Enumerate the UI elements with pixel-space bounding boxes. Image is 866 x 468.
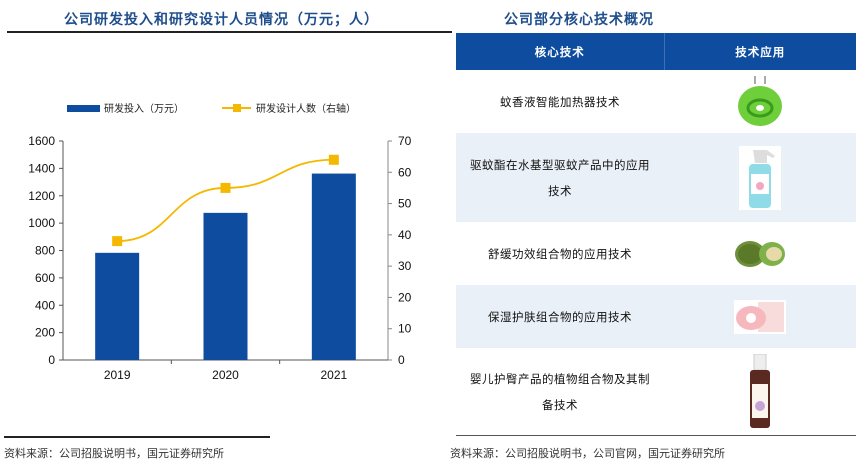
table-row: 保湿护肤组合物的应用技术	[456, 285, 856, 348]
bar-2020	[203, 212, 248, 360]
table-row: 蚊香液智能加热器技术	[456, 70, 856, 133]
header-core-tech: 核心技术	[456, 33, 665, 70]
balm-tin-image	[735, 240, 785, 267]
y-tick-label: 200	[35, 326, 55, 340]
y2-tick-label: 40	[398, 228, 412, 242]
y-tick-label: 0	[48, 353, 55, 367]
y-tick-label: 800	[35, 244, 55, 258]
spray-bottle-image	[739, 145, 781, 210]
legend-line-marker	[233, 104, 241, 112]
rd-chart: 研发投入（万元） 研发设计人数（右轴）0200400600800100012001…	[28, 102, 412, 382]
y2-tick-label: 10	[398, 322, 412, 336]
chart-title: 公司研发投入和研究设计人员情况（万元；人）	[64, 12, 379, 28]
line-marker-2021	[328, 154, 339, 165]
bar-2021	[311, 173, 356, 360]
divider	[7, 31, 440, 33]
right-source-note: 资料来源：公司招股说明书，公司官网，国元证券研究所	[450, 447, 725, 460]
y2-tick-label: 60	[398, 165, 412, 179]
table-row: 驱蚊酯在水基型驱蚊产品中的应用技术	[456, 133, 856, 222]
legend-line-label: 研发设计人数（右轴）	[256, 102, 356, 115]
y-tick-label: 1400	[28, 161, 55, 175]
divider	[440, 31, 452, 33]
legend-bar-swatch	[67, 105, 100, 112]
tech-name: 婴儿护臀产品的植物组合物及其制备技术	[470, 372, 650, 412]
divider	[456, 435, 856, 436]
pump-bottle-image	[750, 354, 770, 428]
tech-name: 驱蚊酯在水基型驱蚊产品中的应用技术	[456, 133, 664, 222]
y2-tick-label: 20	[398, 290, 412, 304]
x-tick-label: 2021	[320, 368, 347, 382]
bar-2019	[95, 252, 140, 360]
tech-name: 舒缓功效组合物的应用技术	[488, 246, 632, 261]
core-tech-table: 核心技术 技术应用 蚊香液智能加热器技术 驱蚊酯在水基型驱蚊产品中的应用技术 舒缓…	[456, 33, 856, 436]
x-tick-label: 2020	[212, 368, 239, 382]
y2-tick-label: 30	[398, 259, 412, 273]
y-tick-label: 1600	[28, 134, 55, 148]
left-source-note: 资料来源：公司招股说明书，国元证券研究所	[4, 447, 224, 460]
y-tick-label: 1000	[28, 216, 55, 230]
x-tick-label: 2019	[104, 368, 131, 382]
table-row: 舒缓功效组合物的应用技术	[456, 222, 856, 285]
y2-tick-label: 50	[398, 197, 412, 211]
tech-name: 保湿护肤组合物的应用技术	[456, 285, 664, 348]
tech-name: 蚊香液智能加热器技术	[500, 94, 620, 109]
line-marker-2020	[220, 182, 231, 193]
line-marker-2019	[112, 236, 123, 247]
y-tick-label: 600	[35, 271, 55, 285]
divider	[4, 436, 270, 438]
cream-jar-image	[734, 299, 786, 334]
header-tech-application: 技术应用	[664, 33, 856, 70]
heater-image	[738, 75, 782, 126]
table-row: 婴儿护臀产品的植物组合物及其制备技术	[456, 348, 856, 436]
y2-tick-label: 0	[398, 353, 405, 367]
legend-bar-label: 研发投入（万元）	[104, 102, 184, 115]
table-title: 公司部分核心技术概况	[504, 12, 654, 28]
y2-tick-label: 70	[398, 134, 412, 148]
y-tick-label: 400	[35, 298, 55, 312]
y-tick-label: 1200	[28, 189, 55, 203]
